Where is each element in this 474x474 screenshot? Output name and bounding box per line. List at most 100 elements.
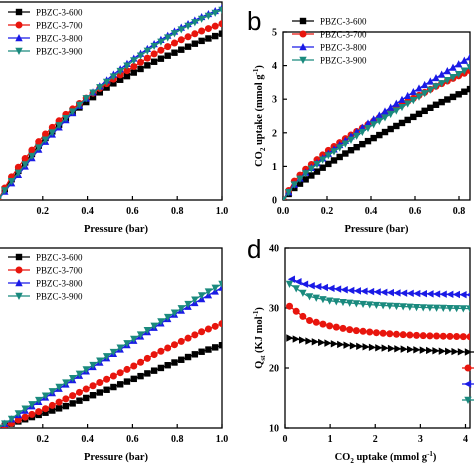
data-point-1: [406, 331, 414, 339]
data-point-3: [325, 297, 334, 305]
data-point-0: [191, 40, 199, 47]
legend-marker: [15, 266, 23, 274]
data-point-0: [359, 140, 366, 148]
data-point-3: [48, 129, 57, 137]
data-point-3: [290, 181, 299, 189]
data-point-0: [406, 345, 415, 354]
data-point-3: [292, 285, 300, 293]
data-point-3: [426, 304, 434, 312]
data-point-1: [109, 372, 117, 380]
data-point-3: [452, 305, 461, 313]
data-point-3: [204, 288, 213, 296]
data-point-1: [379, 329, 387, 337]
data-point-3: [305, 293, 314, 301]
data-point-1: [446, 332, 454, 340]
data-point-0: [42, 409, 49, 416]
data-point-0: [387, 344, 396, 353]
data-point-1: [123, 67, 131, 75]
data-point-3: [0, 196, 2, 200]
data-point-3: [109, 73, 118, 81]
data-point-3: [352, 132, 361, 140]
data-point-3: [184, 300, 192, 309]
data-point-1: [143, 354, 151, 362]
data-point-1: [413, 331, 421, 339]
data-point-3: [177, 26, 185, 34]
data-point-1: [55, 398, 63, 406]
data-point-1: [366, 328, 374, 336]
data-point-3: [143, 327, 152, 335]
data-point-3: [449, 74, 457, 82]
data-point-3: [301, 170, 310, 178]
plot-frame: [0, 1, 223, 201]
data-point-0: [413, 346, 421, 354]
data-point-1: [399, 331, 407, 339]
legend-marker: [464, 396, 472, 404]
data-point-3: [35, 144, 43, 152]
data-point-1: [35, 138, 43, 146]
data-point-2: [340, 286, 348, 294]
data-point-3: [68, 375, 77, 383]
series-group: [285, 275, 470, 356]
x-tick-label: 0.8: [171, 206, 184, 217]
data-point-3: [21, 405, 29, 413]
data-point-3: [123, 340, 131, 348]
data-point-3: [347, 136, 355, 144]
data-point-3: [345, 299, 354, 307]
data-point-0: [342, 150, 349, 157]
data-point-0: [336, 153, 343, 161]
data-point-0: [62, 402, 70, 410]
data-point-3: [14, 410, 23, 418]
y-tick-label: 40: [269, 244, 279, 255]
x-tick-label: 0: [283, 434, 288, 445]
panel-letter-b: b: [247, 6, 261, 36]
data-point-0: [110, 383, 117, 391]
data-point-3: [1, 187, 9, 195]
data-point-2: [386, 288, 394, 297]
data-point-1: [48, 123, 56, 131]
data-point-0: [313, 168, 321, 175]
data-point-0: [400, 345, 408, 353]
data-point-0: [76, 397, 83, 404]
data-point-1: [170, 341, 178, 349]
data-point-1: [69, 392, 77, 400]
data-point-0: [451, 347, 459, 356]
data-point-1: [332, 323, 340, 331]
data-point-1: [177, 36, 185, 44]
data-point-2: [369, 115, 378, 123]
data-point-3: [218, 280, 222, 288]
data-point-1: [426, 332, 434, 340]
data-point-0: [349, 342, 358, 350]
data-point-2: [307, 282, 315, 290]
x-tick-label: 3: [418, 434, 423, 445]
data-point-3: [437, 80, 446, 88]
data-point-0: [116, 76, 124, 83]
data-point-3: [330, 148, 338, 156]
data-point-1: [123, 365, 131, 373]
data-point-0: [337, 340, 345, 349]
data-point-3: [62, 379, 70, 387]
data-point-0: [144, 62, 151, 69]
data-point-3: [55, 383, 63, 391]
data-point-0: [324, 339, 332, 347]
data-point-2: [353, 287, 361, 295]
data-point-3: [116, 67, 124, 76]
panel-d-chart: 0 1 2 3 4 10 20 30 40 CO2 uptake (mmol g-1) Qst (K…: [252, 244, 474, 465]
data-point-2: [466, 292, 470, 297]
data-point-0: [55, 405, 63, 412]
data-point-0: [393, 122, 400, 130]
data-point-3: [319, 296, 327, 304]
data-point-3: [419, 304, 427, 312]
data-point-3: [55, 122, 63, 130]
x-axis-title: Pressure (bar): [84, 452, 149, 463]
data-point-3: [7, 178, 16, 186]
legend-marker: [15, 8, 23, 16]
data-point-3: [102, 353, 111, 361]
data-point-0: [123, 72, 131, 80]
data-point-2: [420, 80, 429, 89]
data-point-3: [7, 415, 16, 423]
x-tick-label: 0.4: [81, 206, 94, 217]
x-tick-label: 0.2: [321, 206, 334, 217]
data-point-0: [449, 93, 457, 101]
data-point-3: [89, 89, 97, 97]
data-point-0: [325, 160, 332, 168]
